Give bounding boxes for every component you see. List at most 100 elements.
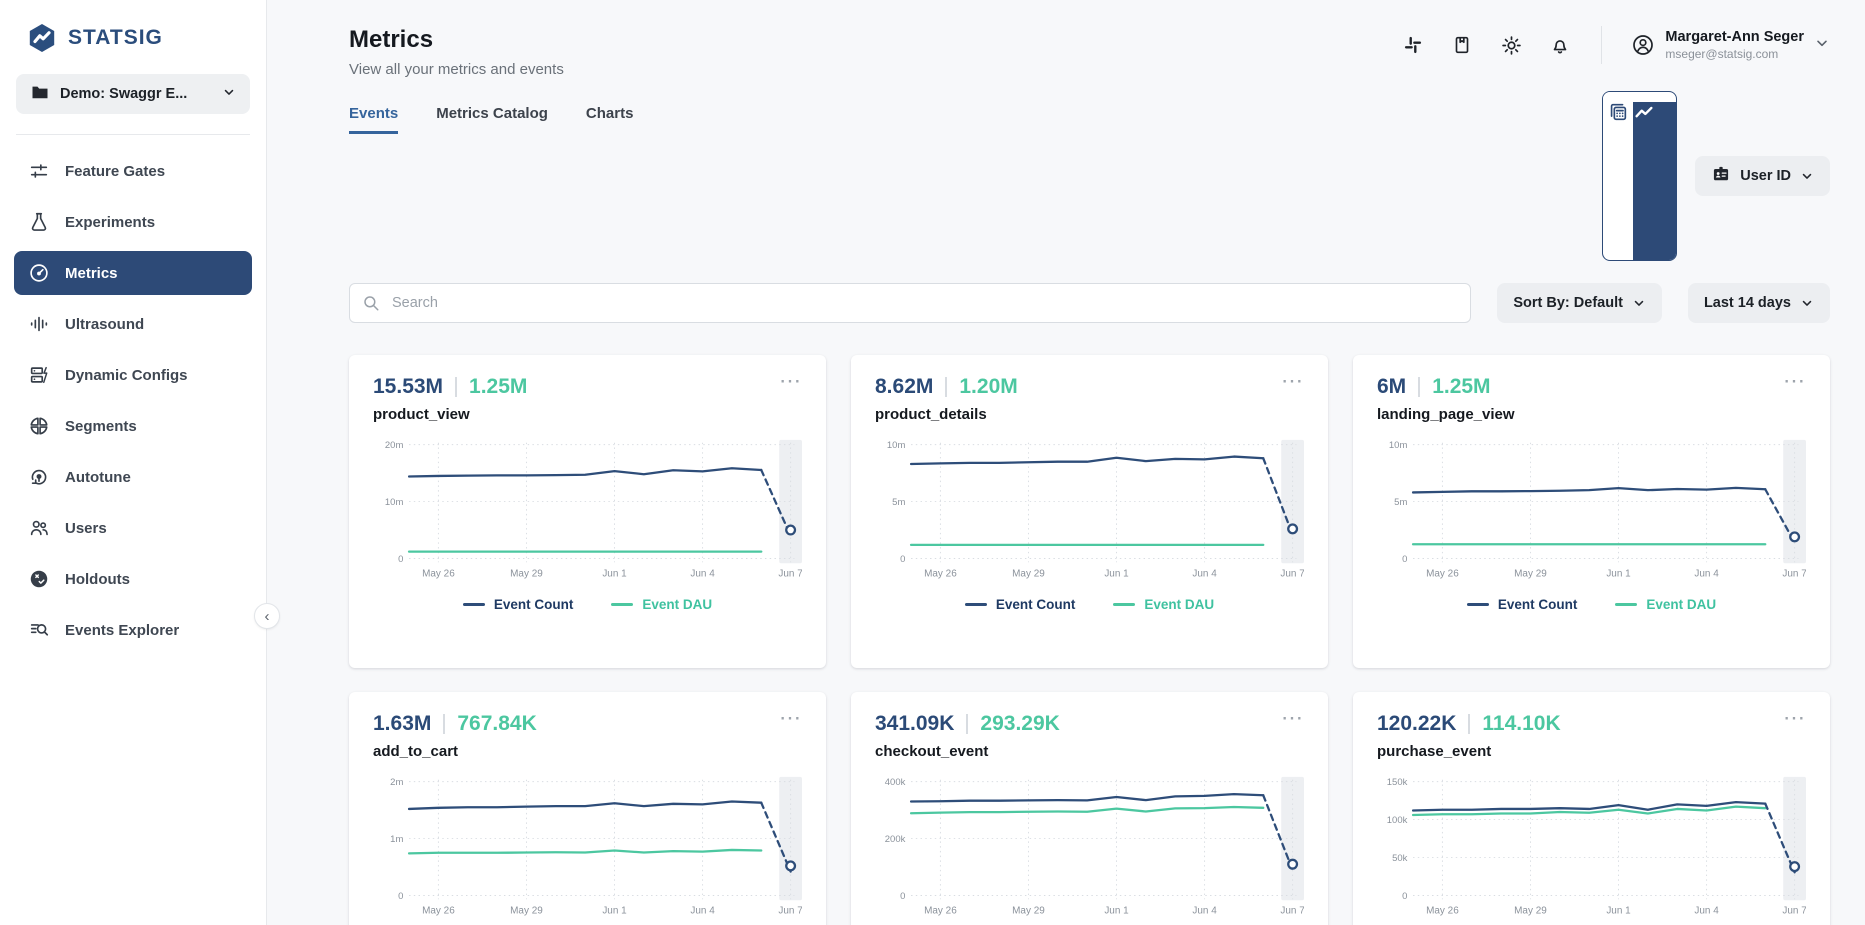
metric-chart[interactable]: 150k 100k 50k 0 May 26 May 29 Jun 1 Jun 4 Jun 7 <box>1377 770 1806 925</box>
event-dau-value: 1.25M <box>469 375 528 398</box>
metric-card: 341.09K 293.29K ⋯ checkout_event 400k 200… <box>851 692 1328 925</box>
svg-text:5m: 5m <box>1394 497 1407 508</box>
project-selector-label: Demo: Swaggr E... <box>60 86 188 102</box>
metric-chart[interactable]: 2m 1m 0 May 26 May 29 Jun 1 Jun 4 Jun 7 <box>373 770 802 925</box>
event-count-value: 341.09K <box>875 712 955 735</box>
card-menu-button[interactable]: ⋯ <box>779 368 802 393</box>
svg-text:May 26: May 26 <box>924 569 957 580</box>
bell-icon[interactable] <box>1548 33 1572 57</box>
page-title: Metrics <box>349 26 434 53</box>
sidebar-item-users[interactable]: Users <box>14 506 252 550</box>
gear-icon[interactable] <box>1499 33 1523 57</box>
event-dau-legend-label: Event DAU <box>1144 597 1215 612</box>
svg-text:May 26: May 26 <box>1426 906 1459 917</box>
metric-chart[interactable]: 10m 5m 0 May 26 May 29 Jun 1 Jun 4 Jun 7 <box>875 433 1304 591</box>
statsig-logo-icon <box>26 22 58 54</box>
sidebar-item-label: Users <box>65 519 107 537</box>
event-dau-value: 293.29K <box>980 712 1060 735</box>
svg-text:May 29: May 29 <box>510 569 543 580</box>
event-count-legend-swatch <box>1466 603 1489 606</box>
value-divider <box>966 714 969 734</box>
sidebar-item-feature-gates[interactable]: Feature Gates <box>14 149 252 193</box>
event-dau-value: 1.25M <box>1432 375 1491 398</box>
brand-logo[interactable]: STATSIG <box>0 22 266 54</box>
metric-name: add_to_cart <box>373 743 459 760</box>
segments-icon <box>28 415 50 437</box>
avatar-icon <box>1631 33 1655 57</box>
sidebar-item-label: Segments <box>65 417 137 435</box>
users-icon <box>28 517 50 539</box>
event-count-value: 1.63M <box>373 712 432 735</box>
chevron-down-icon <box>1802 173 1812 179</box>
feature-gates-icon <box>28 160 50 182</box>
card-menu-button[interactable]: ⋯ <box>779 705 802 730</box>
sidebar-item-autotune[interactable]: Autotune <box>14 455 252 499</box>
metric-chart[interactable]: 20m 10m 0 May 26 May 29 Jun 1 Jun 4 Jun 7 <box>373 433 802 591</box>
event-dau-legend-label: Event DAU <box>1646 597 1717 612</box>
metric-chart[interactable]: 400k 200k 0 May 26 May 29 Jun 1 Jun 4 Jun 7 <box>875 770 1304 925</box>
event-count-legend-swatch <box>462 603 485 606</box>
user-menu[interactable]: Margaret-Ann Seger mseger@statsig.com <box>1631 29 1830 61</box>
tab-events[interactable]: Events <box>349 105 399 134</box>
card-menu-button[interactable]: ⋯ <box>1783 368 1806 393</box>
project-selector[interactable]: Demo: Swaggr E... <box>16 74 250 114</box>
bookmark-icon[interactable] <box>1450 33 1474 57</box>
svg-text:5m: 5m <box>892 497 905 508</box>
svg-text:0: 0 <box>900 554 905 565</box>
sidebar-item-label: Ultrasound <box>65 315 145 333</box>
chart-legend: Event Count Event DAU <box>875 597 1304 612</box>
sidebar-item-label: Dynamic Configs <box>65 366 188 384</box>
svg-text:Jun 7: Jun 7 <box>1782 569 1806 580</box>
metric-card: 6M 1.25M ⋯ landing_page_view 10m 5m 0 May 2… <box>1353 355 1830 668</box>
value-divider <box>455 377 458 397</box>
sidebar-item-label: Holdouts <box>65 570 130 588</box>
svg-text:2m: 2m <box>390 777 403 788</box>
svg-text:May 29: May 29 <box>1514 906 1547 917</box>
svg-text:0: 0 <box>1402 891 1407 902</box>
svg-text:0: 0 <box>1402 554 1407 565</box>
sidebar-item-label: Events Explorer <box>65 621 180 639</box>
view-toggle-group <box>1602 91 1678 261</box>
sidebar-item-metrics[interactable]: Metrics <box>14 251 252 295</box>
metric-card: 120.22K 114.10K ⋯ purchase_event 150k 100… <box>1353 692 1830 925</box>
event-dau-legend-label: Event DAU <box>642 597 713 612</box>
sidebar-item-ultrasound[interactable]: Ultrasound <box>14 302 252 346</box>
top-icon-row: Margaret-Ann Seger mseger@statsig.com <box>1401 26 1830 64</box>
brand-name: STATSIG <box>68 26 163 49</box>
svg-text:Jun 7: Jun 7 <box>778 569 802 580</box>
folder-icon <box>30 82 50 107</box>
table-view-button[interactable] <box>1603 92 1634 132</box>
search-input[interactable] <box>349 283 1472 323</box>
svg-text:Jun 7: Jun 7 <box>1280 906 1304 917</box>
sidebar-item-experiments[interactable]: Experiments <box>14 200 252 244</box>
svg-text:May 26: May 26 <box>924 906 957 917</box>
card-menu-button[interactable]: ⋯ <box>1783 705 1806 730</box>
tab-charts[interactable]: Charts <box>585 105 634 122</box>
search-icon <box>364 296 379 311</box>
sidebar-item-events-explorer[interactable]: Events Explorer <box>14 608 252 652</box>
sort-by-label: Sort By: Default <box>1513 295 1623 311</box>
card-menu-button[interactable]: ⋯ <box>1281 705 1304 730</box>
svg-text:Jun 1: Jun 1 <box>1606 906 1631 917</box>
card-menu-button[interactable]: ⋯ <box>1281 368 1304 393</box>
chart-legend: Event Count Event DAU <box>1377 597 1806 612</box>
svg-text:400k: 400k <box>885 777 906 788</box>
metric-chart[interactable]: 10m 5m 0 May 26 May 29 Jun 1 Jun 4 Jun 7 <box>1377 433 1806 591</box>
slack-icon[interactable] <box>1401 33 1425 57</box>
svg-text:Jun 4: Jun 4 <box>1694 569 1719 580</box>
chevron-down-icon <box>1814 35 1830 56</box>
metric-card: 1.63M 767.84K ⋯ add_to_cart 2m 1m 0 May 26 M… <box>349 692 826 925</box>
sort-by-dropdown[interactable]: Sort By: Default <box>1497 283 1662 323</box>
value-divider <box>1468 714 1471 734</box>
tab-metrics-catalog[interactable]: Metrics Catalog <box>436 105 548 122</box>
sidebar-item-holdouts[interactable]: Holdouts <box>14 557 252 601</box>
sidebar-item-dynamic-configs[interactable]: Dynamic Configs <box>14 353 252 397</box>
id-type-dropdown[interactable]: User ID <box>1695 156 1830 196</box>
sidebar-item-segments[interactable]: Segments <box>14 404 252 448</box>
experiments-icon <box>28 211 50 233</box>
svg-text:May 26: May 26 <box>422 906 455 917</box>
chart-view-button[interactable] <box>1633 102 1677 260</box>
sidebar-collapse-button[interactable]: ‹ <box>254 603 280 629</box>
date-range-dropdown[interactable]: Last 14 days <box>1687 283 1830 323</box>
metric-name: product_view <box>373 406 470 423</box>
